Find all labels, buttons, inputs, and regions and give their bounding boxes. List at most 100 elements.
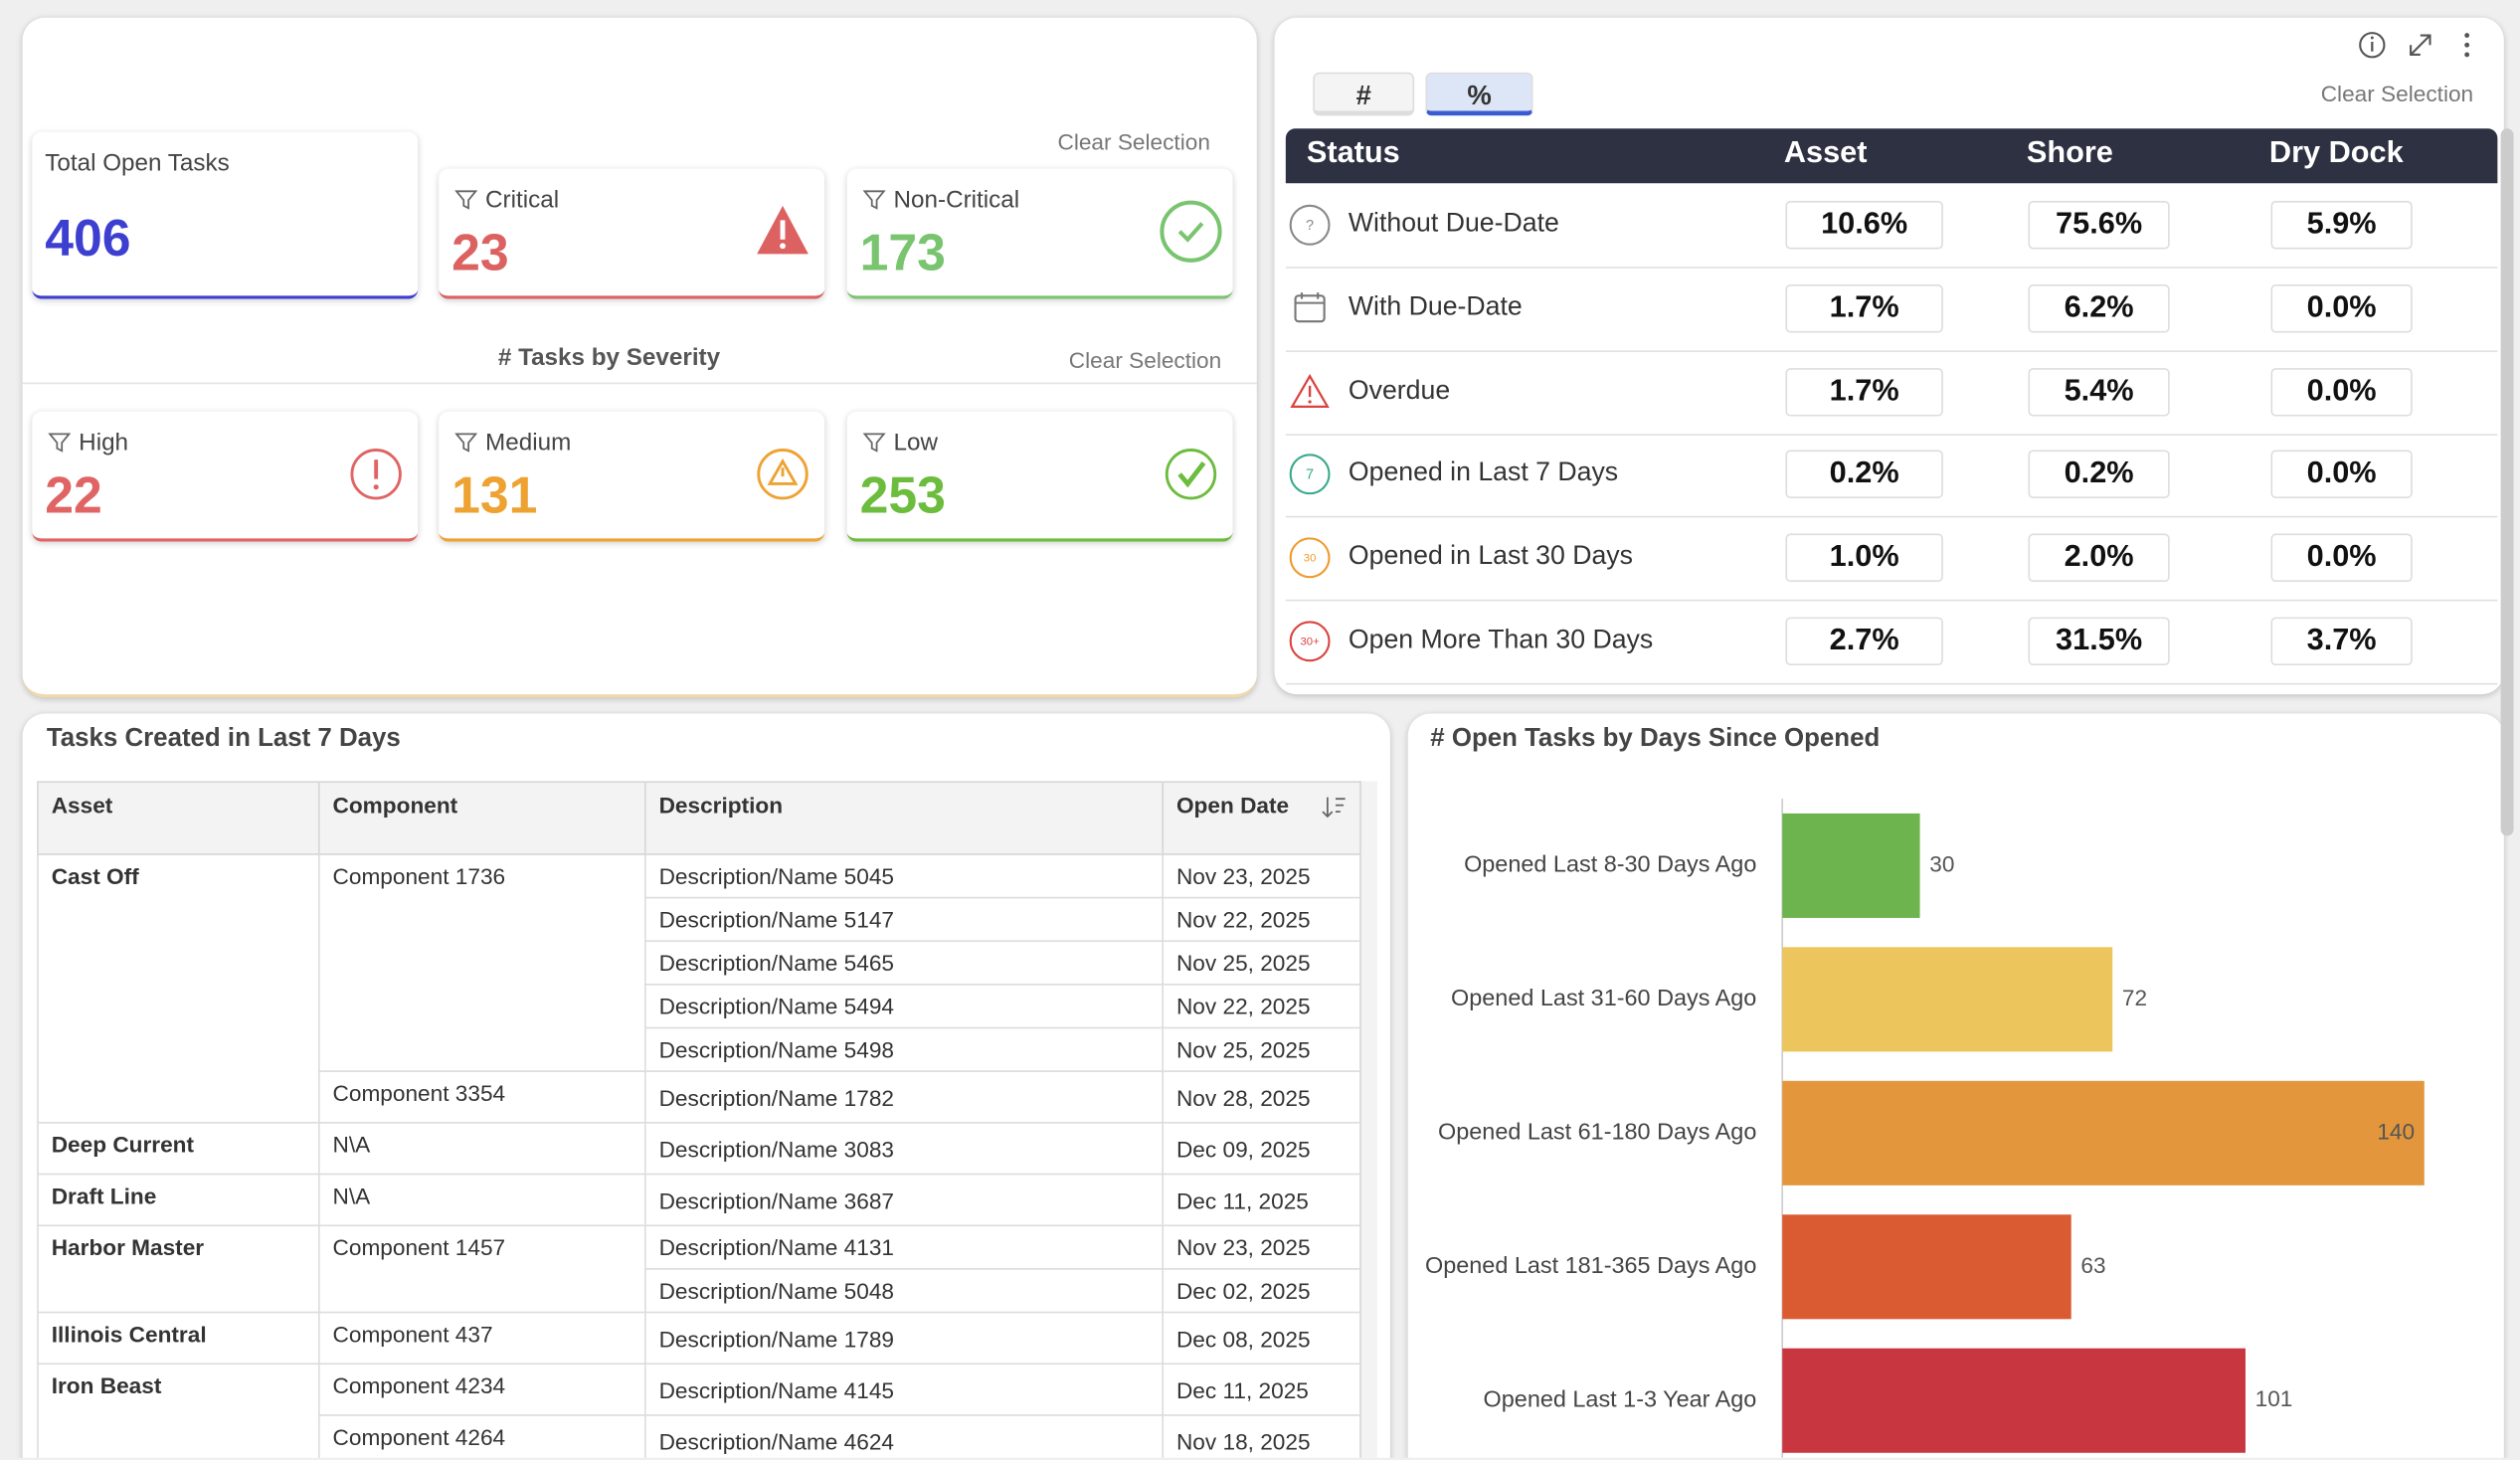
icon-shape xyxy=(1290,373,1330,408)
status-value: 3.7% xyxy=(2270,617,2413,666)
kpi-value: 131 xyxy=(451,465,538,524)
icon-shape xyxy=(350,448,402,499)
date-cell: Nov 25, 2025 xyxy=(1162,1026,1361,1072)
header-text: Open Date xyxy=(1175,792,1290,819)
status-value: 10.6% xyxy=(1785,201,1943,250)
component-cell: Component 3354 xyxy=(317,1070,646,1124)
category-label: Opened Last 1-3 Year Ago xyxy=(1484,1385,1757,1411)
date-cell: Nov 22, 2025 xyxy=(1162,896,1361,943)
asset-cell: Illinois Central xyxy=(37,1311,320,1366)
column-header: Asset xyxy=(1783,136,1868,171)
kpi-card[interactable] xyxy=(846,168,1233,299)
description-cell: Description/Name 3083 xyxy=(644,1122,1165,1176)
task-row: Description/Name 5498 Nov 25, 2025 xyxy=(38,1026,1361,1072)
status-badge: 30 xyxy=(1304,553,1317,565)
component-cell: Component 1457 xyxy=(317,1224,646,1314)
column-header[interactable]: Component xyxy=(317,781,646,855)
description-cell: Description/Name 5045 xyxy=(644,853,1165,899)
clear-selection[interactable]: Clear Selection xyxy=(2320,80,2474,106)
status-icon: 30 xyxy=(1289,537,1331,579)
description-cell: Description/Name 5147 xyxy=(644,896,1165,943)
status-value: 75.6% xyxy=(2028,201,2170,250)
status-value: 0.2% xyxy=(2028,451,2170,499)
icon-shape xyxy=(767,457,799,485)
kpi-card[interactable] xyxy=(439,168,825,299)
icon-shape xyxy=(1289,621,1331,662)
tab[interactable]: % xyxy=(1425,72,1533,116)
date-cell: Dec 09, 2025 xyxy=(1162,1122,1361,1176)
icon-shape xyxy=(1294,293,1326,322)
status-value: 31.5% xyxy=(2028,617,2170,666)
panel-tools xyxy=(2359,32,2470,59)
icon-shape xyxy=(374,458,379,478)
column-header[interactable]: Open Date xyxy=(1162,781,1361,855)
kpi-value: 173 xyxy=(859,223,946,281)
info-icon[interactable] xyxy=(2359,32,2386,59)
tab[interactable]: # xyxy=(1313,72,1415,116)
asset-cell: Draft Line xyxy=(37,1173,320,1227)
scrollbar[interactable] xyxy=(2500,128,2514,836)
chart-title: # Open Tasks by Days Since Opened xyxy=(1430,724,1880,752)
date-cell: Nov 28, 2025 xyxy=(1162,1070,1361,1124)
column-header[interactable]: Description xyxy=(644,781,1165,855)
icon-shape xyxy=(862,433,886,453)
row-divider xyxy=(1285,682,2498,685)
filter-icon xyxy=(862,190,886,210)
data-label: 140 xyxy=(2377,1119,2415,1144)
data-label: 30 xyxy=(1929,851,1954,876)
component-cell: Component 437 xyxy=(317,1311,646,1366)
task-row: Component 4264 Description/Name 4624 Nov 1… xyxy=(38,1414,1361,1458)
asset-cell: Iron Beast xyxy=(37,1363,320,1458)
icon-shape xyxy=(1160,199,1222,263)
status-value: 0.2% xyxy=(1785,451,1943,499)
description-cell: Description/Name 1782 xyxy=(644,1070,1165,1124)
column-header: Shore xyxy=(2026,136,2113,171)
status-value: 2.7% xyxy=(1785,617,1943,666)
status-label: Without Due-Date xyxy=(1348,209,1559,239)
icon-shape xyxy=(1177,460,1206,487)
icon-shape xyxy=(780,219,786,239)
clear-selection[interactable]: Clear Selection xyxy=(1068,347,1222,373)
clear-selection[interactable]: Clear Selection xyxy=(1057,128,1210,155)
more-icon[interactable] xyxy=(2464,33,2470,58)
task-row: Harbor Master Component 1457 Description/N… xyxy=(37,1224,1361,1314)
status-label: Opened in Last 30 Days xyxy=(1348,541,1633,572)
category-label: Opened Last 181-365 Days Ago xyxy=(1425,1252,1756,1278)
card-icon xyxy=(1160,199,1222,263)
row-divider xyxy=(1285,349,2498,352)
date-cell: Dec 08, 2025 xyxy=(1162,1311,1361,1366)
asset-cell: Deep Current xyxy=(37,1122,320,1176)
kpi-card xyxy=(32,131,419,299)
date-cell: Nov 25, 2025 xyxy=(1162,940,1361,986)
icon-shape xyxy=(373,483,379,489)
kpi-label: Critical xyxy=(485,186,560,214)
filter-icon xyxy=(48,433,72,453)
description-cell: Description/Name 3687 xyxy=(644,1173,1165,1227)
status-badge: ? xyxy=(1306,218,1314,234)
status-value: 0.0% xyxy=(2270,283,2413,333)
icon-shape xyxy=(1165,448,1217,499)
card-icon xyxy=(350,448,402,499)
description-cell: Description/Name 1789 xyxy=(644,1311,1165,1366)
column-header: Status xyxy=(1306,136,1400,171)
task-row: Description/Name 5147 Nov 22, 2025 xyxy=(38,896,1361,943)
status-label: Opened in Last 7 Days xyxy=(1348,458,1619,488)
status-value: 0.0% xyxy=(2270,451,2413,499)
status-badge: 30+ xyxy=(1301,637,1321,648)
expand-icon[interactable] xyxy=(2410,34,2431,56)
task-row: Draft Line N\A Description/Name 3687 Dec 11… xyxy=(37,1173,1361,1227)
component-cell: N\A xyxy=(317,1173,646,1227)
description-cell: Description/Name 5048 xyxy=(644,1268,1165,1314)
status-value: 6.2% xyxy=(2028,283,2170,333)
date-cell: Dec 11, 2025 xyxy=(1162,1173,1361,1227)
task-row: Iron Beast Component 4234 Description/Name… xyxy=(37,1363,1361,1458)
icon-shape xyxy=(780,242,786,249)
date-cell: Nov 18, 2025 xyxy=(1162,1414,1361,1458)
header-row: Asset Component Description Open Date xyxy=(37,781,1361,855)
category-label: Opened Last 61-180 Days Ago xyxy=(1438,1119,1756,1145)
column-header[interactable]: Asset xyxy=(37,781,320,855)
icon-shape xyxy=(1177,221,1204,242)
row-divider xyxy=(1285,600,2498,602)
sort-icon xyxy=(1322,797,1346,819)
